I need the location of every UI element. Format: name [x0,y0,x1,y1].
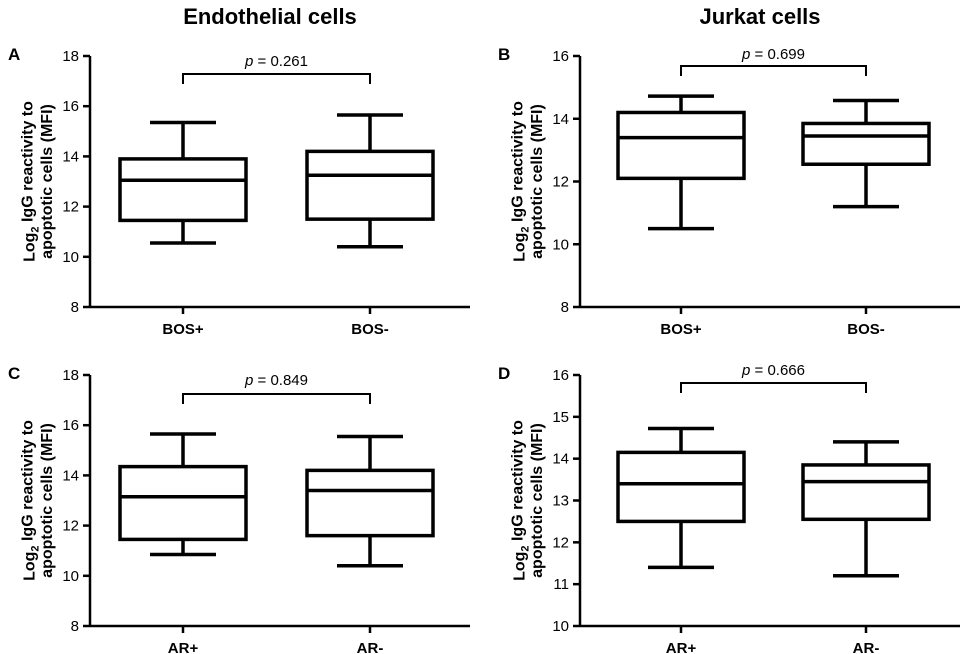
p-symbol: p [244,53,253,70]
box-iqr [118,464,248,542]
x-tick-label: AR+ [666,640,697,654]
x-tick-label: AR+ [168,640,199,654]
x-tick-label: AR- [357,640,384,654]
p-symbol: p [244,372,253,389]
p-symbol: p [741,362,750,379]
y-axis-title-igg: IgG reactivity to [510,101,527,227]
panel-d: D Log2 IgG reactivity to apoptotic cells (… [498,362,960,654]
y-tick-label: 10 [552,236,569,253]
y-tick-label: 14 [552,111,569,128]
y-axis-title-line2: apoptotic cells (MFI) [39,104,56,259]
box-bosplus [616,94,746,231]
x-tick-label: BOS- [351,321,389,338]
y-axis-title-log: Log [21,233,38,262]
box-iqr [305,468,435,538]
y-tick-label: 12 [552,534,569,551]
panel-label: D [498,364,510,383]
column-title-endothelial: Endothelial cells [183,4,357,29]
y-axis-title-igg: IgG reactivity to [510,420,527,546]
p-value-text: = 0.261 [253,53,308,70]
y-axis-title-igg: IgG reactivity to [20,101,37,227]
y-axis-title-log: Log [511,552,528,581]
box-iqr [801,121,931,166]
y-axis-title: Log2 IgG reactivity to apoptotic cells (M… [20,420,56,581]
y-axis-title-log: Log [21,552,38,581]
box-arplus [118,432,248,557]
y-axis-title-subscript: 2 [29,226,41,232]
y-axis-title: Log2 IgG reactivity to apoptotic cells (M… [510,101,546,262]
panel-label: A [8,45,20,64]
column-title-jurkat: Jurkat cells [699,4,821,29]
panel-b: B Log2 IgG reactivity to apoptotic cells (… [498,45,960,338]
y-axis-title: Log2 IgG reactivity to apoptotic cells (M… [20,101,56,262]
box-arminus [801,440,931,578]
p-value-annotation: p = 0.699 [741,46,805,63]
panel-c: C Log2 IgG reactivity to apoptotic cells (… [8,364,470,654]
panel-label: B [498,45,510,64]
y-tick-label: 18 [62,48,79,65]
y-tick-label: 12 [552,174,569,191]
significance-bracket [680,65,867,76]
p-value-annotation: p = 0.666 [741,362,805,379]
p-value-annotation: p = 0.849 [244,372,308,389]
x-tick-label: BOS+ [162,321,204,338]
p-value-text: = 0.666 [750,362,805,379]
y-tick-label: 8 [561,299,569,316]
p-symbol: p [741,46,750,63]
box-bosminus [801,98,931,209]
x-tick-label: AR- [853,640,880,654]
y-tick-label: 12 [62,518,79,535]
y-tick-label: 14 [62,467,79,484]
y-tick-label: 16 [552,48,569,65]
y-axis-title: Log2 IgG reactivity to apoptotic cells (M… [510,420,546,581]
y-tick-label: 10 [552,618,569,635]
y-tick-label: 11 [553,576,569,593]
y-tick-label: 8 [71,618,79,635]
box-iqr [118,157,248,223]
y-tick-label: 14 [552,451,569,468]
y-axis-title-line2: apoptotic cells (MFI) [529,104,546,259]
y-axis-title-subscript: 2 [519,545,531,551]
y-axis-title-log: Log [511,233,528,262]
y-axis-title-subscript: 2 [29,545,41,551]
y-tick-label: 18 [62,367,79,384]
x-tick-label: BOS- [847,321,885,338]
y-tick-label: 16 [62,98,79,115]
x-tick-label: BOS+ [660,321,702,338]
p-value-text: = 0.849 [253,372,308,389]
box-bosminus [305,113,435,249]
box-iqr [616,110,746,181]
y-tick-label: 8 [71,299,79,316]
box-iqr [305,149,435,221]
box-bosplus [118,120,248,245]
significance-bracket [182,393,371,404]
y-axis-title-igg: IgG reactivity to [20,420,37,546]
y-tick-label: 14 [62,148,79,165]
y-axis-title-subscript: 2 [519,226,531,232]
significance-bracket [680,382,867,393]
p-value-annotation: p = 0.261 [244,53,308,70]
box-iqr [801,463,931,522]
box-arplus [616,426,746,570]
y-tick-label: 15 [552,409,569,426]
y-tick-label: 12 [62,199,79,216]
panel-label: C [8,364,20,383]
y-axis-title-line2: apoptotic cells (MFI) [529,423,546,578]
box-arminus [305,434,435,568]
significance-bracket [182,73,371,84]
y-tick-label: 13 [552,493,569,510]
y-axis-title-line2: apoptotic cells (MFI) [39,423,56,578]
p-value-text: = 0.699 [750,46,805,63]
y-tick-label: 10 [62,568,79,585]
y-tick-label: 16 [552,367,569,384]
y-tick-label: 16 [62,417,79,434]
panel-a: A Log2 IgG reactivity to apoptotic cells (… [8,45,470,338]
box-iqr [616,450,746,524]
y-tick-label: 10 [62,249,79,266]
